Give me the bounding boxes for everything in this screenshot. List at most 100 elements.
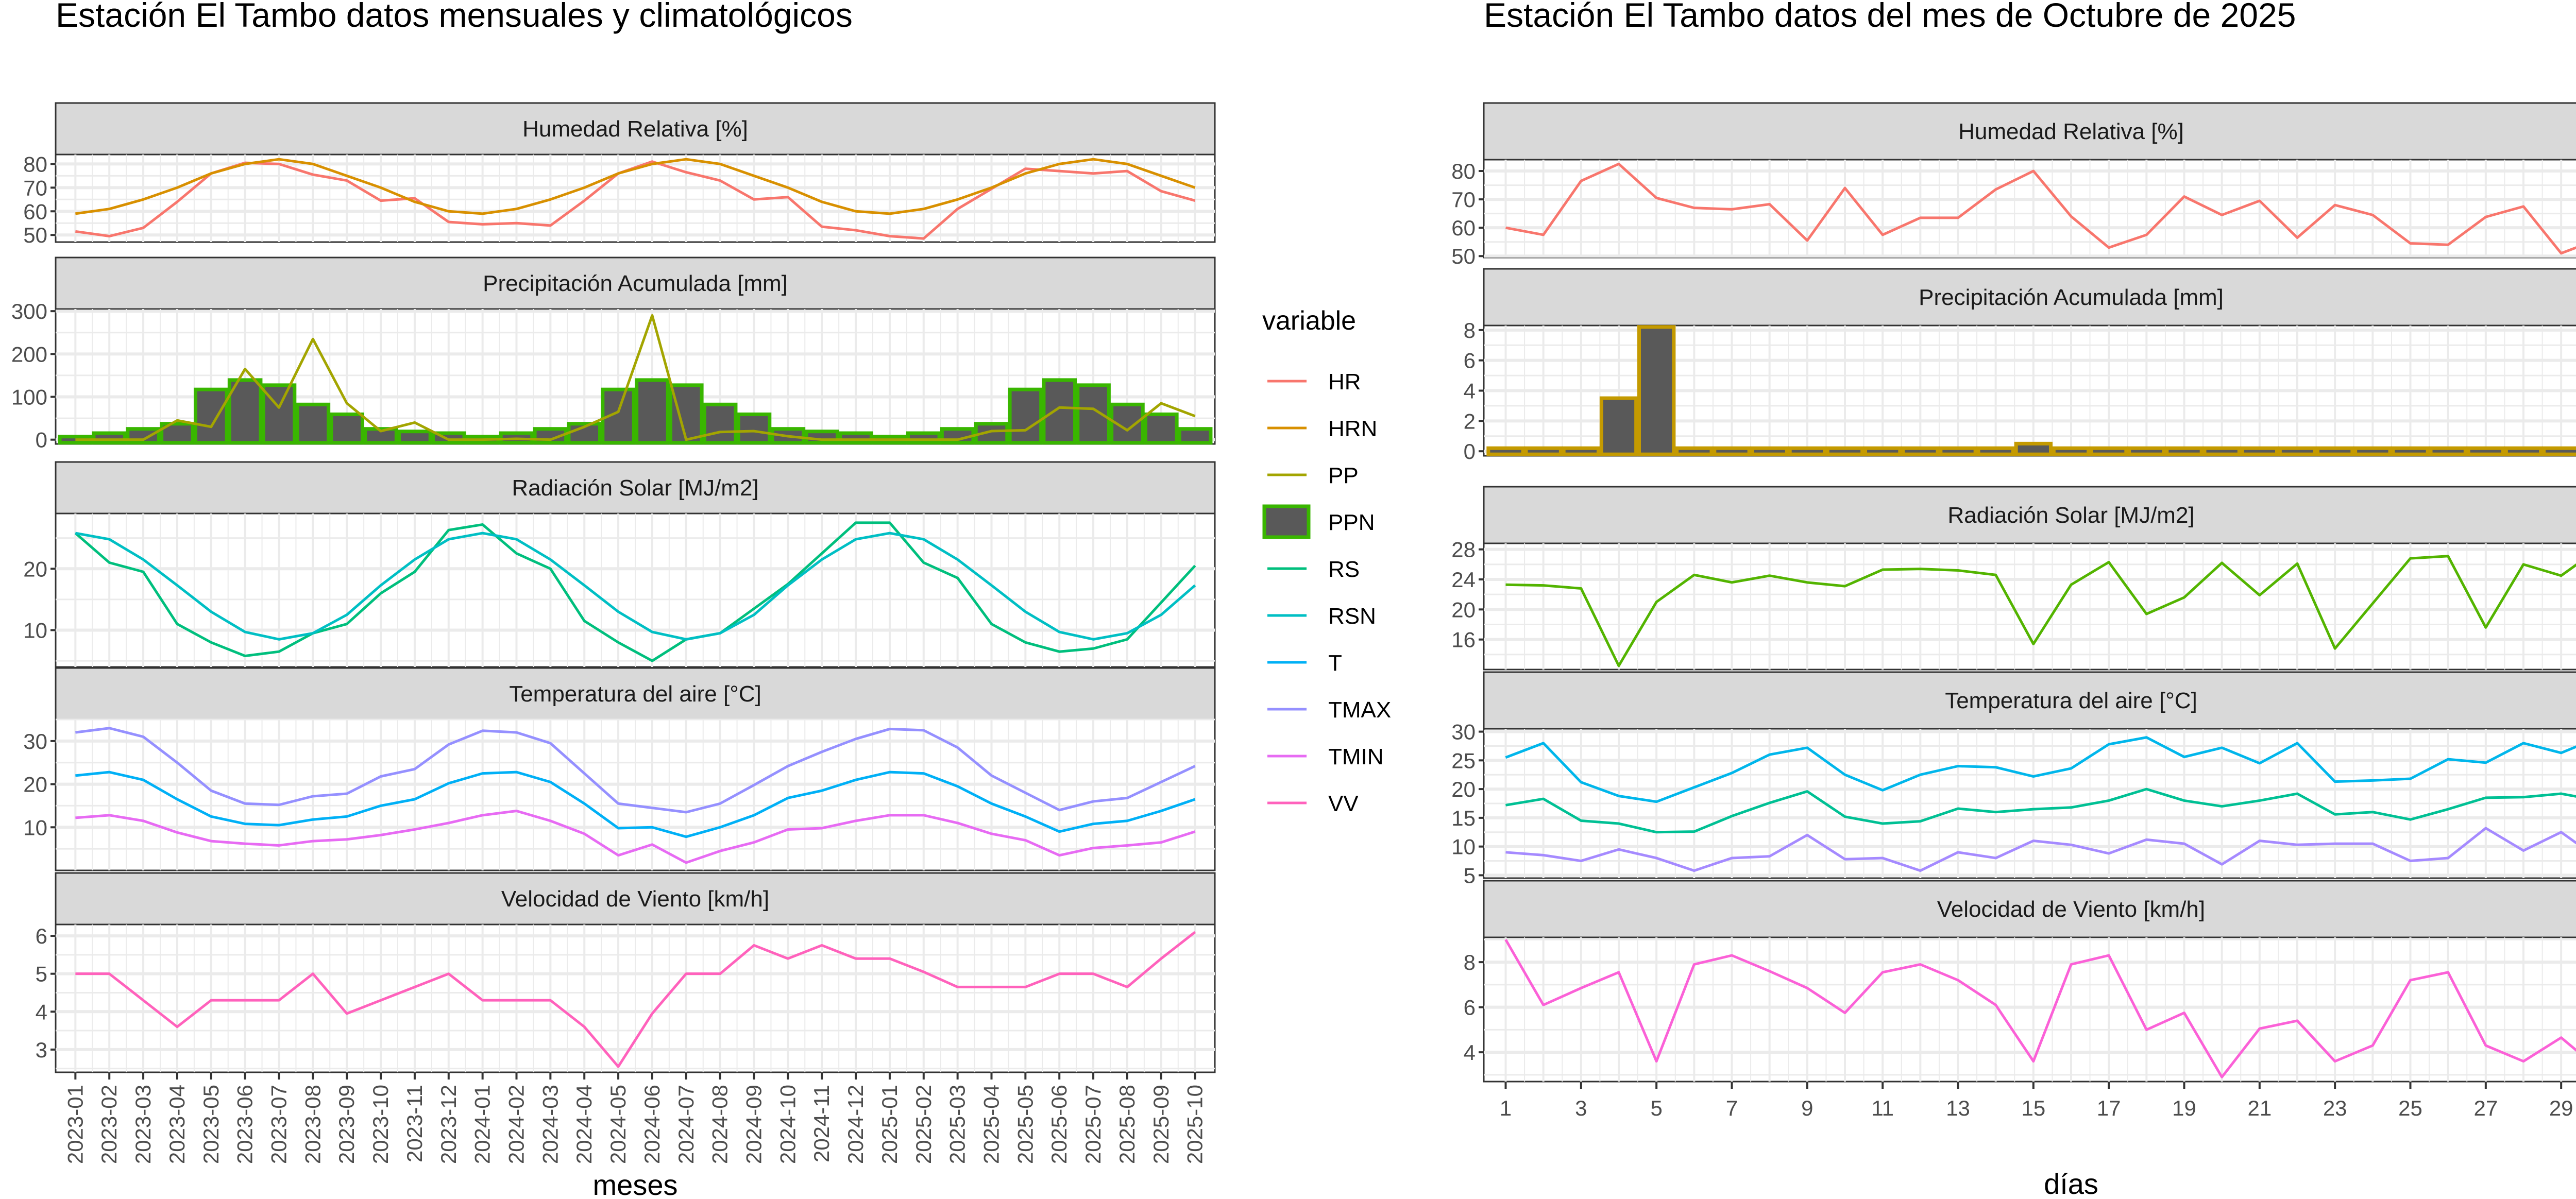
x-tick-label: 2023-04 <box>165 1085 189 1164</box>
x-tick-label: 15 <box>2021 1096 2045 1120</box>
legend-label: TMAX <box>1328 697 1391 723</box>
bar-PP <box>2240 446 2279 456</box>
y-tick-label: 8 <box>1464 318 1476 342</box>
x-tick-label: 2025-08 <box>1115 1085 1139 1164</box>
x-tick-label: 2025-07 <box>1081 1085 1105 1164</box>
line-TMAX <box>75 727 1196 814</box>
bar-PPN <box>160 422 195 445</box>
bar-PP <box>1637 325 1676 456</box>
panel-strip <box>1483 880 2576 938</box>
x-tick-label: 1 <box>1500 1096 1512 1120</box>
bar-PP <box>1939 446 1977 456</box>
line-HR <box>1505 162 2576 255</box>
bar-PP <box>2466 446 2505 456</box>
strip-label: Temperatura del aire [°C] <box>509 681 761 707</box>
strip-label: Humedad Relativa [%] <box>522 116 748 142</box>
bar-PPN <box>702 402 738 445</box>
x-tick-label: 2025-03 <box>945 1085 970 1164</box>
panel-strip <box>55 872 1216 926</box>
line-T <box>1505 787 2576 834</box>
bar-PPN <box>736 412 772 445</box>
x-tick-label: 2025-02 <box>911 1085 936 1164</box>
bar-PP <box>2090 446 2128 456</box>
bar-PP <box>2202 446 2241 456</box>
x-tick-label: 2023-10 <box>368 1085 393 1164</box>
x-tick-label: 2024-02 <box>504 1085 528 1164</box>
x-tick-label: 7 <box>1726 1096 1738 1120</box>
bar-PP <box>1713 446 1751 456</box>
bar-PP <box>1825 446 1865 456</box>
panel: Humedad Relativa [%] 50 60 70 80 <box>1451 102 2576 268</box>
y-tick-label: 10 <box>23 815 47 840</box>
y-tick-label: 20 <box>23 773 47 797</box>
panel: Radiación Solar [MJ/m2] 10 20 <box>23 461 1216 668</box>
x-tick-label: 2024-12 <box>843 1085 868 1164</box>
y-tick-label: 20 <box>1451 777 1476 801</box>
legend: variable HR HRN PP PPN RS RSN T TMAX TMIN VV <box>1262 306 1391 816</box>
x-tick-label: 25 <box>2398 1096 2422 1120</box>
y-tick-label: 15 <box>1451 806 1476 830</box>
chart-title: Estación El Tambo datos mensuales y clim… <box>56 0 853 34</box>
y-tick-label: 0 <box>1464 439 1476 464</box>
strip-label: Velocidad de Viento [km/h] <box>1937 897 2205 922</box>
y-tick-label: 20 <box>1451 597 1476 622</box>
strip-label: Temperatura del aire [°C] <box>1945 688 2197 713</box>
x-tick-label: 2024-09 <box>742 1085 766 1164</box>
chart-title: Estación El Tambo datos del mes de Octub… <box>1484 0 2296 34</box>
y-tick-label: 4 <box>36 1000 47 1024</box>
x-tick-label: 9 <box>1801 1096 1813 1120</box>
x-axis-label: días <box>2044 1168 2098 1199</box>
y-tick-label: 10 <box>1451 835 1476 859</box>
y-tick-label: 70 <box>1451 187 1476 212</box>
x-tick-label: 2023-11 <box>402 1085 427 1162</box>
bar-PPN <box>227 378 263 445</box>
panel: Radiación Solar [MJ/m2] 16 20 24 28 <box>1451 486 2576 671</box>
legend-label: VV <box>1328 791 1359 816</box>
bar-PP <box>2165 446 2204 456</box>
bar-PP <box>2316 446 2354 456</box>
x-tick-label: 2023-08 <box>300 1085 325 1164</box>
panel: Precipitación Acumulada [mm] 0 100 200 300 <box>11 256 1216 452</box>
bar-PPN <box>1042 378 1077 445</box>
x-tick-label: 2025-06 <box>1047 1085 1071 1164</box>
strip-label: Velocidad de Viento [km/h] <box>501 886 769 912</box>
strip-label: Radiación Solar [MJ/m2] <box>512 475 758 501</box>
legend-title: variable <box>1262 306 1356 336</box>
y-tick-label: 6 <box>36 924 47 948</box>
bar-PPN <box>838 431 873 445</box>
plot-area <box>1483 936 2576 1083</box>
line-TMIN <box>75 809 1196 864</box>
x-tick-label: 2025-10 <box>1183 1085 1207 1164</box>
legend-label: PPN <box>1328 510 1375 535</box>
y-tick-label: 30 <box>23 729 47 753</box>
bar-PP <box>1976 446 2015 456</box>
bar-PP <box>1599 396 1638 456</box>
y-tick-label: 24 <box>1451 568 1476 592</box>
y-tick-label: 6 <box>1464 349 1476 373</box>
bar-PP <box>1524 446 1563 456</box>
x-tick-label: 2023-07 <box>266 1085 291 1164</box>
legend-label: RSN <box>1328 604 1376 629</box>
bar-PP <box>2429 446 2467 456</box>
panel: Temperatura del aire [°C] 10 20 30 <box>23 667 1216 871</box>
bar-PPN <box>906 431 941 445</box>
x-tick-label: 2024-01 <box>470 1085 495 1164</box>
bar-PP <box>1901 446 1940 456</box>
line-VV <box>75 931 1196 1068</box>
line-VV <box>1504 939 2576 1078</box>
line-RS <box>74 521 1196 662</box>
y-tick-label: 0 <box>36 428 47 452</box>
x-tick-label: 23 <box>2323 1096 2347 1120</box>
legend-label: TMIN <box>1328 744 1384 769</box>
bar-PP <box>2391 446 2430 456</box>
x-tick-label: 2025-04 <box>979 1085 1004 1164</box>
x-tick-label: 2024-03 <box>538 1085 562 1164</box>
x-tick-label: 2024-08 <box>708 1085 732 1164</box>
y-tick-label: 16 <box>1451 628 1476 652</box>
legend-label: T <box>1328 650 1342 676</box>
y-tick-label: 60 <box>1451 216 1476 240</box>
bar-PP <box>2504 446 2543 456</box>
line-HRN <box>75 158 1196 215</box>
y-tick-label: 50 <box>1451 244 1476 268</box>
